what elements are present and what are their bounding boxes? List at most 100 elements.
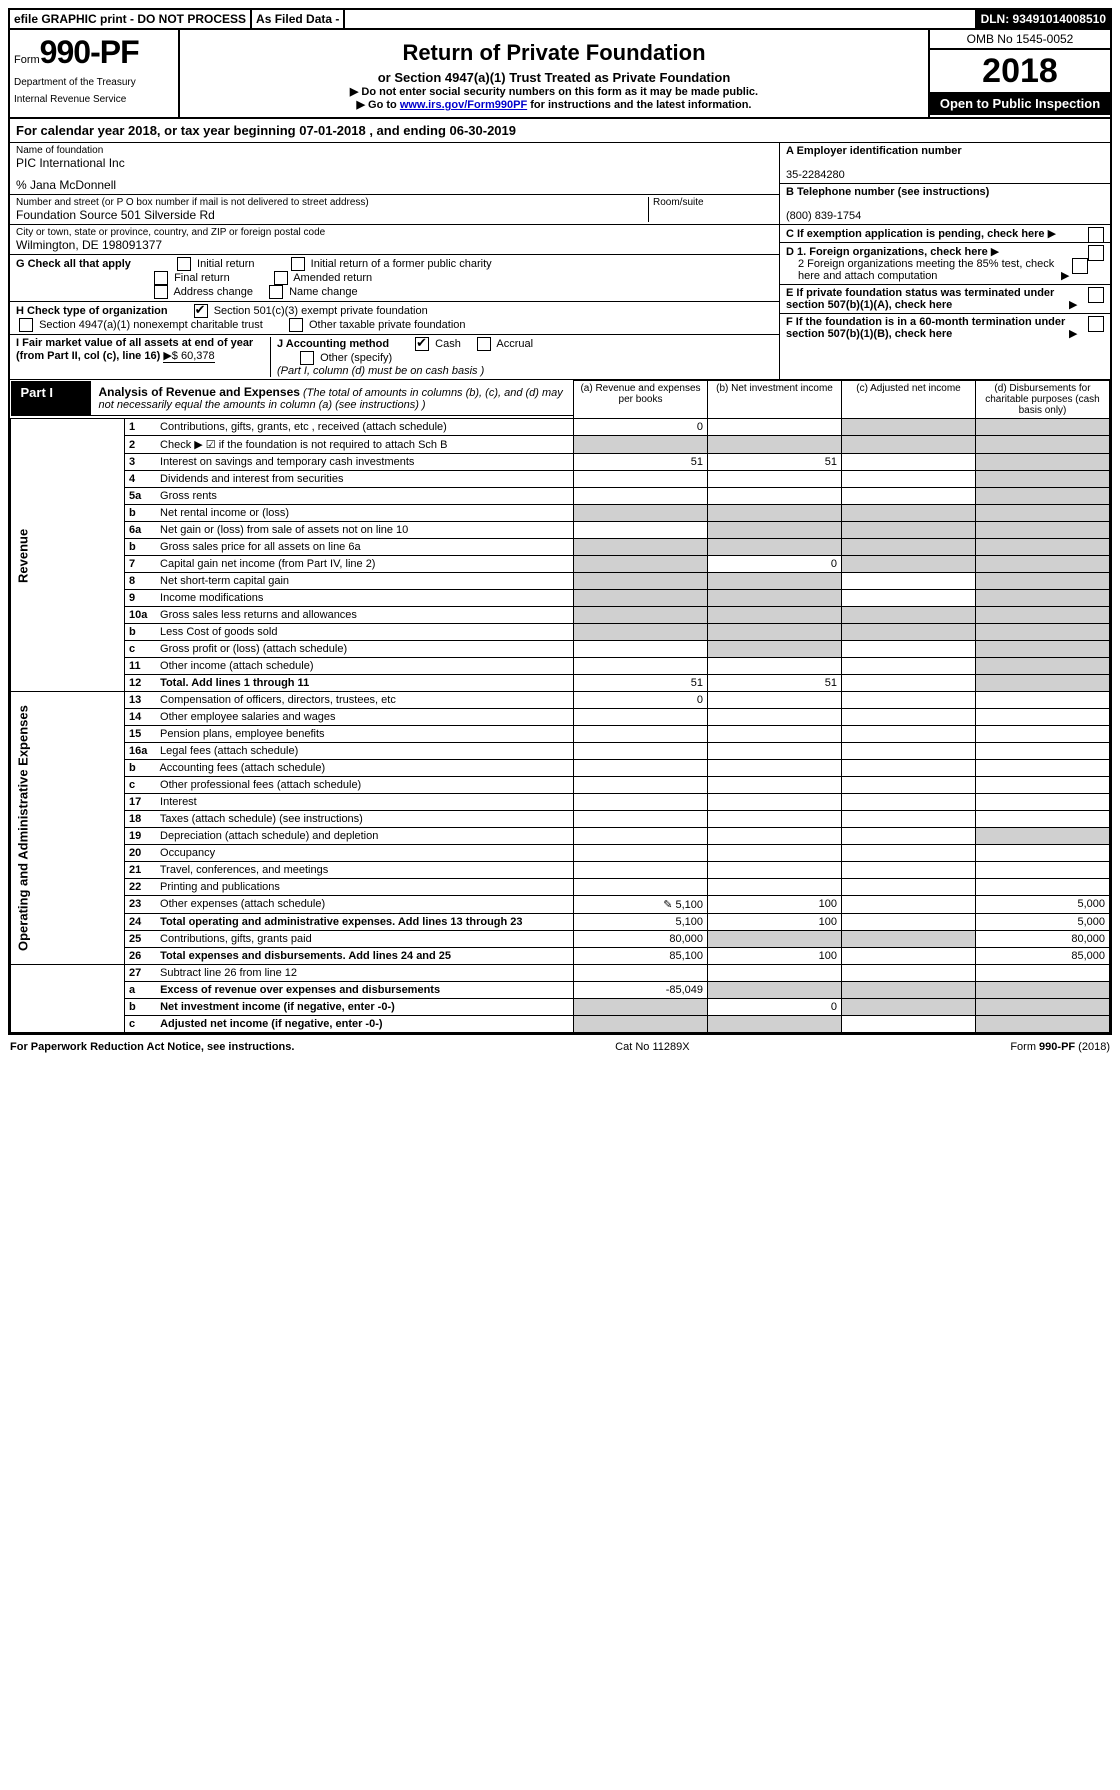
irs-link[interactable]: www.irs.gov/Form990PF bbox=[400, 99, 527, 111]
table-row: 25 Contributions, gifts, grants paid80,0… bbox=[11, 931, 1110, 948]
amount-cell bbox=[842, 573, 976, 590]
amount-cell bbox=[708, 471, 842, 488]
amount-cell bbox=[976, 811, 1110, 828]
table-row: 22 Printing and publications bbox=[11, 879, 1110, 896]
table-row: 11 Other income (attach schedule) bbox=[11, 658, 1110, 675]
table-row: 4 Dividends and interest from securities bbox=[11, 471, 1110, 488]
table-row: a Excess of revenue over expenses and di… bbox=[11, 982, 1110, 999]
table-row: 17 Interest bbox=[11, 794, 1110, 811]
table-row: 10a Gross sales less returns and allowan… bbox=[11, 607, 1110, 624]
phone-label: B Telephone number (see instructions) bbox=[786, 186, 989, 198]
form-title: Return of Private Foundation bbox=[184, 40, 924, 66]
amount-cell bbox=[976, 658, 1110, 675]
cash-checkbox[interactable] bbox=[415, 337, 429, 351]
amount-cell bbox=[574, 845, 708, 862]
amount-cell bbox=[574, 743, 708, 760]
g-check-row: G Check all that apply Initial return In… bbox=[10, 255, 779, 302]
city-label: City or town, state or province, country… bbox=[16, 227, 773, 238]
row-desc: 20 Occupancy bbox=[125, 845, 574, 862]
amount-cell bbox=[574, 641, 708, 658]
ein-cell: A Employer identification number 35-2284… bbox=[780, 143, 1110, 184]
4947-checkbox[interactable] bbox=[19, 318, 33, 332]
amount-cell bbox=[842, 607, 976, 624]
amount-cell bbox=[574, 539, 708, 556]
amount-cell bbox=[708, 692, 842, 709]
amount-cell bbox=[842, 539, 976, 556]
tax-year: 2018 bbox=[930, 50, 1110, 92]
top-spacer bbox=[345, 10, 976, 28]
j-label: J Accounting method bbox=[277, 338, 389, 350]
dln-number: DLN: 93491014008510 bbox=[977, 10, 1110, 28]
initial-return-checkbox[interactable] bbox=[177, 257, 191, 271]
h-check-row: H Check type of organization Section 501… bbox=[10, 302, 779, 335]
other-method-checkbox[interactable] bbox=[300, 351, 314, 365]
table-row: c Adjusted net income (if negative, ente… bbox=[11, 1016, 1110, 1033]
c-checkbox[interactable] bbox=[1088, 227, 1104, 243]
header-title-block: Return of Private Foundation or Section … bbox=[180, 30, 928, 117]
fmv-value: ▶$ 60,378 bbox=[163, 350, 214, 363]
amount-cell bbox=[708, 982, 842, 999]
row-desc: b Less Cost of goods sold bbox=[125, 624, 574, 641]
row-desc: b Net rental income or (loss) bbox=[125, 505, 574, 522]
amount-cell bbox=[574, 436, 708, 454]
amount-cell bbox=[842, 896, 976, 914]
row-desc: 9 Income modifications bbox=[125, 590, 574, 607]
amount-cell bbox=[708, 965, 842, 982]
d2-label: 2 Foreign organizations meeting the 85% … bbox=[798, 258, 1058, 282]
amended-checkbox[interactable] bbox=[274, 271, 288, 285]
initial-former-checkbox[interactable] bbox=[291, 257, 305, 271]
amount-cell bbox=[842, 845, 976, 862]
table-row: 15 Pension plans, employee benefits bbox=[11, 726, 1110, 743]
i-label: I Fair market value of all assets at end… bbox=[16, 337, 253, 362]
table-row: 2 Check ▶ ☑ if the foundation is not req… bbox=[11, 436, 1110, 454]
d1-checkbox[interactable] bbox=[1088, 245, 1104, 261]
amount-cell: ✎ 5,100 bbox=[574, 896, 708, 914]
row-desc: 15 Pension plans, employee benefits bbox=[125, 726, 574, 743]
d2-checkbox[interactable] bbox=[1072, 258, 1088, 274]
amount-cell bbox=[842, 948, 976, 965]
table-row: 24 Total operating and administrative ex… bbox=[11, 914, 1110, 931]
amount-cell bbox=[574, 794, 708, 811]
amount-cell bbox=[842, 675, 976, 692]
amount-cell: 85,100 bbox=[574, 948, 708, 965]
amount-cell bbox=[976, 777, 1110, 794]
row-desc: 8 Net short-term capital gain bbox=[125, 573, 574, 590]
e-checkbox[interactable] bbox=[1088, 287, 1104, 303]
amount-cell bbox=[842, 743, 976, 760]
amount-cell bbox=[574, 760, 708, 777]
footer-left: For Paperwork Reduction Act Notice, see … bbox=[10, 1041, 294, 1053]
address-change-checkbox[interactable] bbox=[154, 285, 168, 299]
amount-cell bbox=[842, 624, 976, 641]
amount-cell bbox=[574, 471, 708, 488]
501c3-checkbox[interactable] bbox=[194, 304, 208, 318]
row-desc: 14 Other employee salaries and wages bbox=[125, 709, 574, 726]
table-row: 27 Subtract line 26 from line 12 bbox=[11, 965, 1110, 982]
final-return-checkbox[interactable] bbox=[154, 271, 168, 285]
amount-cell bbox=[976, 828, 1110, 845]
opt-4947: Section 4947(a)(1) nonexempt charitable … bbox=[39, 319, 263, 331]
amount-cell: 51 bbox=[708, 675, 842, 692]
f-checkbox[interactable] bbox=[1088, 316, 1104, 332]
d-cell: D 1. Foreign organizations, check here ▶… bbox=[780, 243, 1110, 285]
amount-cell bbox=[976, 436, 1110, 454]
calendar-year-line: For calendar year 2018, or tax year begi… bbox=[10, 119, 1110, 143]
amount-cell bbox=[708, 879, 842, 896]
table-row: b Gross sales price for all assets on li… bbox=[11, 539, 1110, 556]
amount-cell: 100 bbox=[708, 914, 842, 931]
amount-cell bbox=[842, 931, 976, 948]
table-row: 7 Capital gain net income (from Part IV,… bbox=[11, 556, 1110, 573]
amount-cell bbox=[708, 777, 842, 794]
amount-cell bbox=[842, 522, 976, 539]
header-left: Form990-PF Department of the Treasury In… bbox=[10, 30, 180, 117]
ij-row: I Fair market value of all assets at end… bbox=[10, 335, 779, 379]
phone-cell: B Telephone number (see instructions) (8… bbox=[780, 184, 1110, 225]
table-row: 16a Legal fees (attach schedule) bbox=[11, 743, 1110, 760]
other-taxable-checkbox[interactable] bbox=[289, 318, 303, 332]
accrual-checkbox[interactable] bbox=[477, 337, 491, 351]
top-bar: efile GRAPHIC print - DO NOT PROCESS As … bbox=[10, 10, 1110, 30]
foundation-name: PIC International Inc bbox=[16, 156, 773, 170]
name-change-checkbox[interactable] bbox=[269, 285, 283, 299]
amount-cell bbox=[708, 794, 842, 811]
row-desc: 11 Other income (attach schedule) bbox=[125, 658, 574, 675]
h-label: H Check type of organization bbox=[16, 305, 168, 317]
